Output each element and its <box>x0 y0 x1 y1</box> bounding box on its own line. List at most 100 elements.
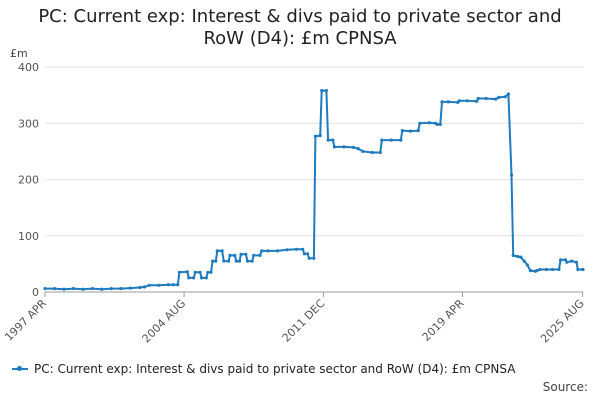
data-point <box>90 287 94 291</box>
data-point <box>528 269 533 273</box>
data-point <box>100 287 104 291</box>
data-point <box>222 259 226 263</box>
data-point <box>176 283 180 287</box>
legend-line-marker-icon <box>12 366 28 371</box>
data-point <box>559 258 563 262</box>
data-point <box>400 129 404 133</box>
data-point <box>509 173 514 177</box>
data-point <box>484 96 488 101</box>
chart-title-line-1: PC: Current exp: Interest & divs paid to… <box>38 6 562 27</box>
data-point <box>476 96 480 101</box>
y-tick-label: 200 <box>18 174 39 187</box>
data-point <box>143 285 147 289</box>
data-point <box>62 287 66 291</box>
data-point <box>378 150 382 155</box>
data-point <box>234 259 238 263</box>
data-point <box>250 259 254 263</box>
legend-series-label: PC: Current exp: Interest & divs paid to… <box>34 362 516 376</box>
data-point <box>574 260 579 264</box>
chart-title-line-2: RoW (D4): £m CPNSA <box>203 28 397 49</box>
x-tick-label: 2011 DEC <box>280 297 328 345</box>
data-point <box>307 256 311 260</box>
data-point <box>331 138 335 142</box>
chart-title: PC: Current exp: Interest & divs paid to… <box>0 6 600 50</box>
data-point <box>326 138 330 142</box>
data-point <box>166 283 170 287</box>
data-point <box>418 121 422 125</box>
data-point <box>43 287 47 291</box>
data-point <box>312 256 316 260</box>
data-point <box>320 89 324 93</box>
data-point <box>147 283 151 287</box>
data-point <box>416 129 420 133</box>
data-point <box>294 247 298 251</box>
data-point <box>157 283 161 287</box>
data-point <box>361 149 365 153</box>
y-tick-label: 0 <box>32 286 39 299</box>
data-point <box>211 259 215 263</box>
data-point <box>266 249 270 253</box>
data-point <box>380 138 384 142</box>
data-point <box>285 248 289 252</box>
data-point <box>301 247 305 251</box>
data-point <box>209 270 213 274</box>
data-point <box>565 260 569 264</box>
data-point <box>342 145 346 149</box>
data-point <box>206 270 210 274</box>
data-point <box>446 100 450 104</box>
data-point <box>324 89 328 93</box>
data-point <box>198 270 202 274</box>
data-point <box>128 286 132 290</box>
data-point <box>465 99 469 103</box>
data-point <box>302 252 306 256</box>
source-label: Source: <box>542 380 588 394</box>
data-point <box>506 92 510 96</box>
data-point <box>187 276 191 280</box>
legend[interactable]: PC: Current exp: Interest & divs paid to… <box>12 362 515 376</box>
data-point <box>193 270 197 274</box>
data-point <box>519 255 523 259</box>
data-point <box>214 259 218 263</box>
data-point <box>177 270 181 274</box>
data-point <box>497 95 501 99</box>
y-tick-label: 300 <box>18 117 39 130</box>
data-point <box>258 253 262 257</box>
data-point <box>260 249 264 253</box>
data-point <box>351 145 355 149</box>
data-point <box>237 259 242 263</box>
data-point <box>332 145 336 149</box>
data-point <box>233 253 237 257</box>
x-tick-label: 2025 AUG <box>538 297 587 346</box>
x-tick-label: 2019 APR <box>420 297 467 344</box>
data-point <box>475 99 479 103</box>
data-point <box>228 253 232 257</box>
data-point <box>370 150 374 155</box>
data-point <box>226 259 231 263</box>
y-tick-label: 400 <box>18 61 39 74</box>
data-point <box>551 267 555 272</box>
data-point <box>119 287 123 291</box>
data-point <box>457 99 461 103</box>
data-point <box>399 138 403 142</box>
data-point <box>427 121 431 125</box>
data-point <box>494 97 498 101</box>
data-point <box>440 100 444 104</box>
data-point <box>535 269 539 273</box>
data-point <box>408 129 412 133</box>
data-point <box>522 259 526 263</box>
data-point <box>109 287 113 291</box>
y-tick-label: 100 <box>18 230 39 243</box>
data-point <box>570 259 574 263</box>
data-point <box>563 258 568 262</box>
data-point <box>576 267 580 272</box>
data-point <box>313 134 317 138</box>
data-point <box>538 267 542 272</box>
data-point <box>252 253 256 257</box>
data-point <box>71 287 76 291</box>
data-point <box>200 276 204 280</box>
data-point <box>204 276 208 280</box>
data-point <box>525 263 530 267</box>
data-point <box>438 122 442 126</box>
data-point <box>215 249 219 253</box>
